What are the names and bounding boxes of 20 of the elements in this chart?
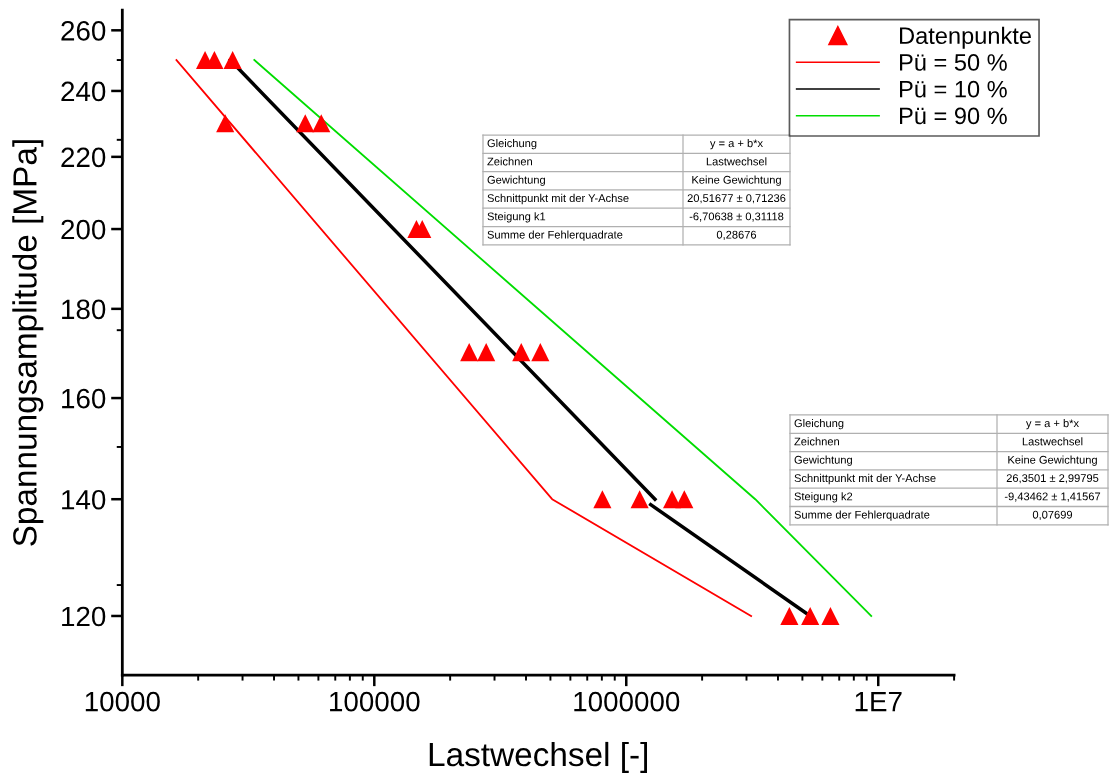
y-tick-label: 260 bbox=[61, 20, 106, 41]
legend-label: Pü = 10 % bbox=[900, 80, 1007, 98]
x-axis-title: Lastwechsel [-] bbox=[429, 741, 647, 773]
y-tick-label: 220 bbox=[61, 147, 106, 168]
y-tick-label: 140 bbox=[62, 489, 106, 510]
x-tick-label: 10000 bbox=[85, 691, 160, 712]
legend-label: Pü = 90 % bbox=[900, 107, 1007, 125]
y-tick-label: 200 bbox=[61, 219, 106, 240]
y-tick-label: 160 bbox=[62, 388, 106, 409]
legend-label: Datenpunkte bbox=[900, 26, 1031, 49]
y-tick-label: 120 bbox=[62, 606, 106, 627]
text: Gleichung y = a + b*x Zeichnen Lastwechsel Gewichtung Keine Gewichtung Schnittpunkt mit der Y-Achse 20,51677 ± 0,71236 Steigung k1 -6,70638 ± 0,31118 Summe der Fehlerquadrate 0,28676 bbox=[487, 138, 786, 241]
x-tick-label: 100000 bbox=[330, 691, 420, 712]
y-tick-label: 240 bbox=[61, 81, 106, 102]
y-axis-title: Spannungsamplitude [MPa] bbox=[12, 140, 44, 546]
text: Gleichung y = a + b*x Zeichnen Lastwechsel Gewichtung Keine Gewichtung Schnittpunkt mit der Y-Achse 26,3501 ± 2,99795 Steigung k2 -9,43462 ± 1,41567 Summe der Fehlerquadrate 0,07699 bbox=[794, 418, 1101, 521]
y-tick-label: 180 bbox=[62, 299, 106, 320]
x-tick-label: 1000000 bbox=[574, 691, 680, 712]
x-tick-label: 1E7 bbox=[855, 692, 902, 712]
legend-label: Pü = 50 % bbox=[900, 54, 1007, 71]
